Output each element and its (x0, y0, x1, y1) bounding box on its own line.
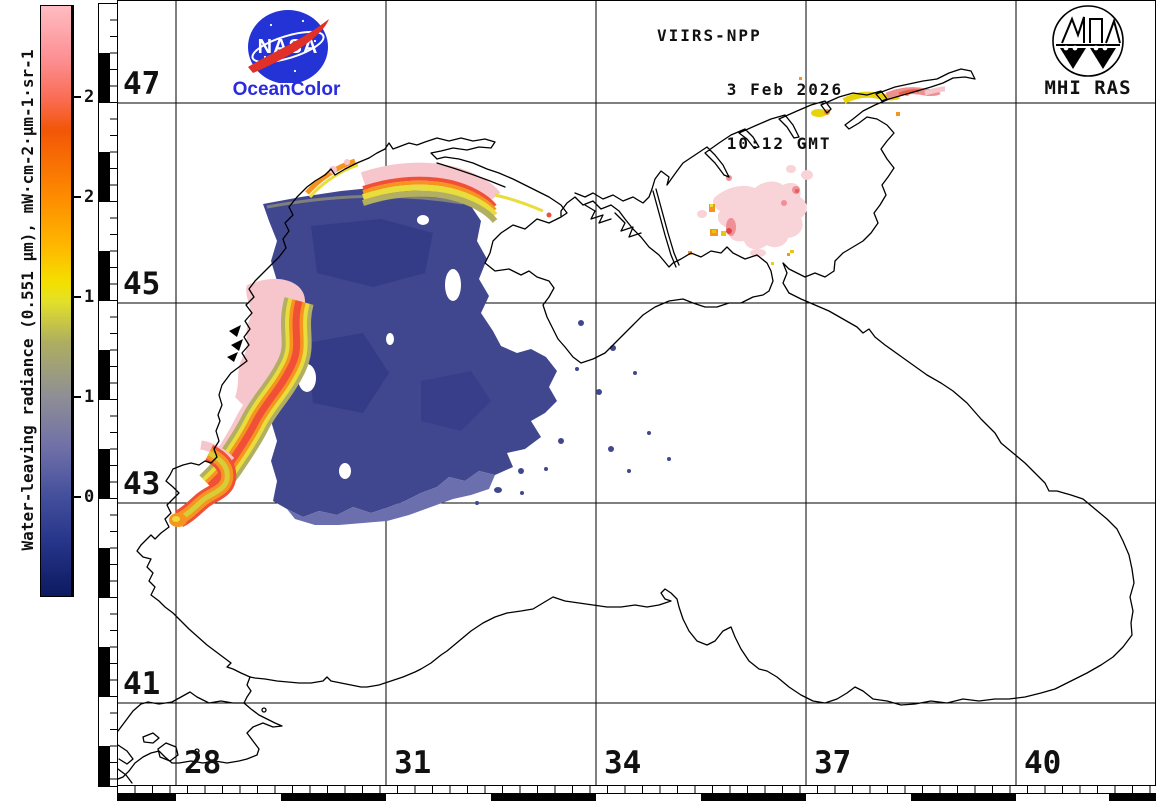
colorbar-tick (72, 196, 81, 198)
scattered-specks (475, 320, 671, 505)
nasa-orbit (251, 30, 325, 64)
lat-label-43: 43 (123, 466, 161, 502)
lon-label-34: 34 (604, 745, 642, 781)
princes-islands (261, 707, 267, 713)
kapidag-peninsula (157, 742, 179, 762)
danube-delta-lagoons (227, 325, 243, 362)
marmara-south-shore (118, 702, 283, 780)
lon-label-28: 28 (184, 745, 222, 781)
colorbar-axis-line (72, 5, 74, 597)
colorbar-tick (72, 396, 81, 398)
west-coast (136, 157, 370, 678)
lon-label-37: 37 (814, 745, 852, 781)
lat-label-47: 47 (123, 66, 161, 102)
crimea-peninsula (484, 196, 774, 364)
lat-label-45: 45 (123, 266, 161, 302)
colorbar-gradient (40, 5, 72, 597)
satellite-name: VIIRS-NPP (657, 26, 762, 45)
mhi-waves (1060, 45, 1116, 69)
mhi-glyph (1056, 16, 1121, 46)
sivash-lagoon (584, 204, 642, 238)
lat-label-41: 41 (123, 666, 161, 702)
acquisition-date: 3 Feb 2026 (726, 80, 844, 99)
bosphorus-marmara-north (118, 676, 252, 732)
coastlines (118, 68, 1135, 784)
oceancolor-label: OceanColor (232, 79, 341, 100)
tendra-spit (436, 162, 506, 188)
radiance-data-layer (169, 77, 946, 528)
nasa-swoosh (248, 19, 329, 73)
arabat-spit (652, 188, 680, 268)
longitude-zebra-ruler (117, 793, 1156, 801)
acquisition-time: 10:12 GMT (726, 134, 832, 153)
cloud-holes (298, 215, 461, 479)
map-canvas: 47 45 43 41 28 31 34 37 40 NASA OceanCol… (117, 0, 1156, 786)
azov-sea-coast (651, 68, 976, 294)
acquisition-info: VIIRS-NPP 3 Feb 2026 10:12 GMT (657, 22, 843, 157)
lon-label-31: 31 (394, 745, 432, 781)
imrali-island (194, 748, 200, 754)
colorbar-tick (72, 496, 81, 498)
bulgaria-plume-snake (169, 440, 237, 528)
gallipoli-coast (118, 744, 134, 784)
azov-data (688, 165, 813, 257)
sivash-mainland-shore (574, 188, 653, 204)
colorbar-tick (72, 296, 81, 298)
north-coast-plume (305, 158, 552, 223)
mhi-ras-label: MHI RAS (1044, 77, 1132, 99)
marmara-island (142, 732, 160, 744)
caucasus-anatolia-coast (249, 292, 1135, 706)
mhi-ras-logo (1052, 5, 1124, 77)
nasa-logo: NASA (248, 10, 329, 83)
north-coast-estuaries (368, 137, 568, 218)
black-sea-map (118, 1, 1155, 785)
colorbar-tick (72, 96, 81, 98)
lon-label-40: 40 (1024, 745, 1062, 781)
